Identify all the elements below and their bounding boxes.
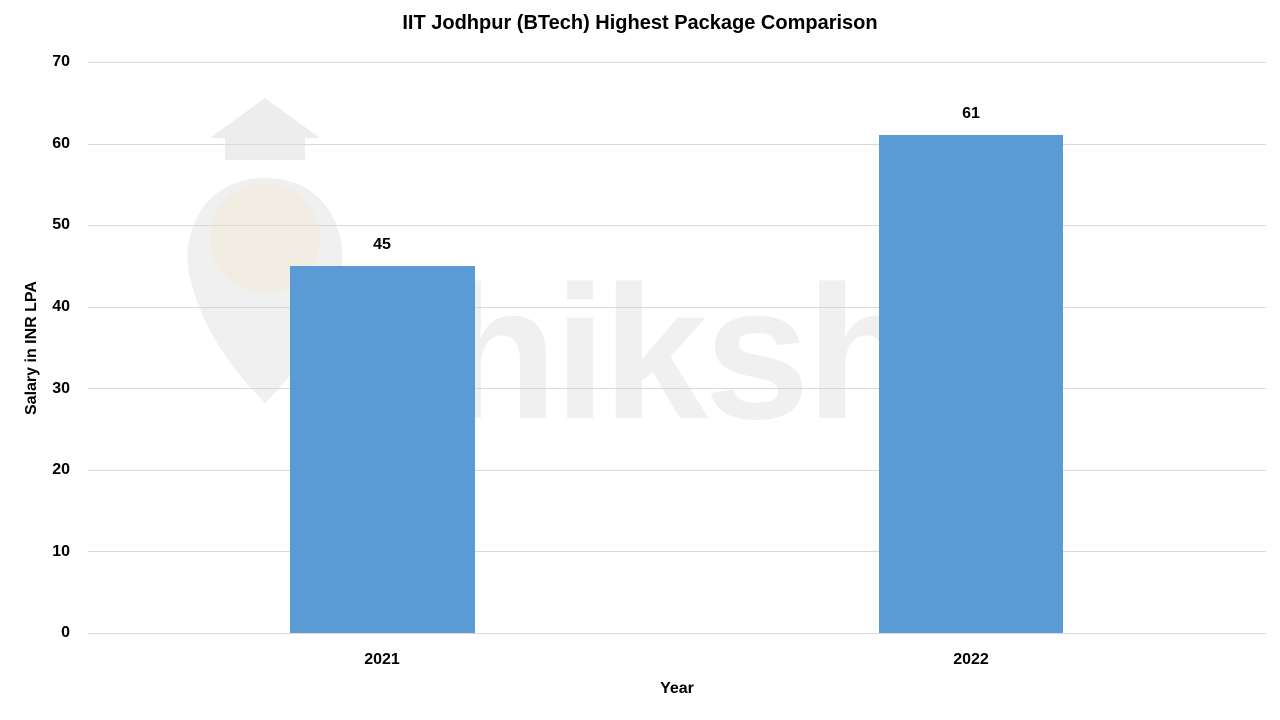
y-tick: 70	[52, 53, 70, 70]
y-tick: 10	[52, 543, 70, 560]
y-tick: 40	[52, 298, 70, 315]
bar-2021	[290, 265, 475, 633]
gridline	[88, 551, 1266, 552]
data-label-2021: 45	[373, 235, 391, 253]
x-tick-2022: 2022	[953, 651, 989, 668]
y-tick: 30	[52, 380, 70, 397]
x-axis-label: Year	[660, 680, 694, 697]
chart-title: IIT Jodhpur (BTech) Highest Package Comp…	[402, 12, 878, 34]
gridline	[88, 144, 1266, 145]
bar-2022	[879, 135, 1063, 633]
y-tick: 60	[52, 135, 70, 152]
gridline	[88, 470, 1266, 471]
y-tick: 20	[52, 461, 70, 478]
x-axis-baseline	[88, 633, 1266, 634]
gridline	[88, 225, 1266, 226]
y-tick: 50	[52, 216, 70, 233]
gridline	[88, 307, 1266, 308]
y-tick: 0	[61, 624, 70, 641]
gridline	[88, 62, 1266, 63]
gridline	[88, 388, 1266, 389]
data-label-2022: 61	[962, 105, 980, 123]
plot-area: 45 61	[88, 62, 1266, 634]
x-tick-2021: 2021	[364, 651, 400, 668]
